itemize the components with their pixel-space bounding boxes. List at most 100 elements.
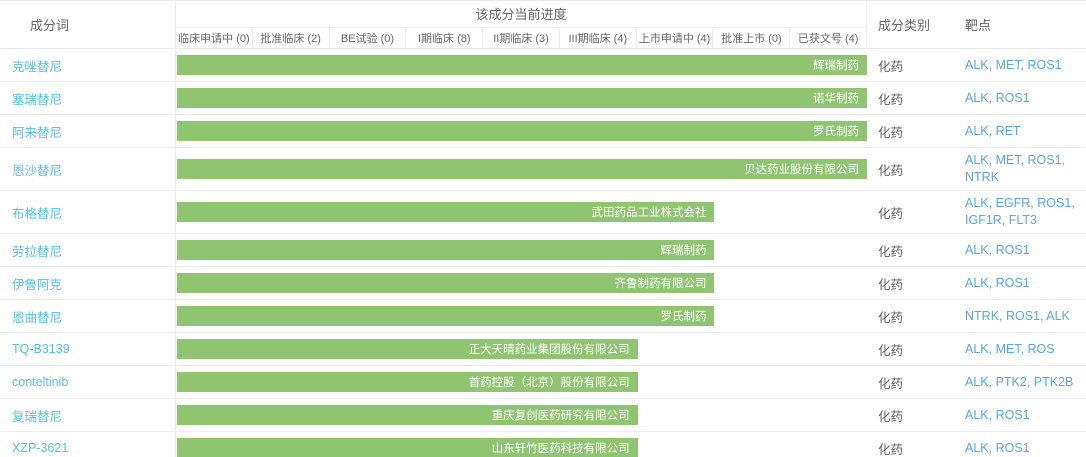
company-label: 武田药品工业株式会社: [591, 207, 707, 219]
progress-cell: 辉瑞制药: [176, 49, 867, 81]
stage-header-cell: 批准上市 (0): [712, 28, 789, 48]
target-cell: ALK, RET: [955, 119, 1086, 144]
progress-cell: 重庆复创医药研究有限公司: [176, 399, 867, 431]
category-cell: 化药: [878, 206, 904, 221]
progress-bar: 首药控股（北京）股份有限公司: [177, 372, 638, 392]
table-row: conteltinib 首药控股（北京）股份有限公司 化药 ALK, PTK2,…: [0, 366, 1086, 399]
stage-header-cell: III期临床 (4): [558, 28, 636, 48]
table-body: 克唑替尼 辉瑞制药 化药 ALK, MET, ROS1 塞瑞替尼 诺华制药 化药…: [0, 49, 1086, 457]
ingredient-cell: 劳拉替尼: [0, 234, 176, 266]
category-cell: 化药: [878, 409, 904, 424]
progress-bar: 罗氏制药: [177, 306, 715, 326]
target-links[interactable]: ALK, EGFR, ROS1, IGF1R, FLT3: [965, 196, 1075, 227]
ingredient-cell: 布格替尼: [0, 191, 176, 233]
target-links[interactable]: ALK, ROS1: [965, 440, 1030, 455]
company-label: 辉瑞制药: [813, 60, 859, 72]
company-label: 正大天晴药业集团股份有限公司: [468, 344, 630, 356]
stage-header-row: 临床申请中 (0) 批准临床 (2) BE试验 (0) I期临床 (8) II期临床 (…: [176, 28, 866, 48]
progress-cell: 罗氏制药: [176, 115, 867, 147]
stage-header-cell: I期临床 (8): [405, 28, 482, 48]
ingredient-link[interactable]: TQ-B3139: [12, 342, 70, 356]
category-cell: 化药: [878, 244, 904, 259]
ingredient-link[interactable]: 布格替尼: [12, 206, 63, 221]
category-cell: 化药: [878, 442, 904, 457]
company-label: 辉瑞制药: [660, 245, 707, 257]
ingredient-link[interactable]: 恩沙替尼: [12, 163, 63, 178]
ingredient-link[interactable]: XZP-3621: [12, 441, 69, 455]
company-label: 山东轩竹医药科技有限公司: [491, 443, 630, 455]
target-links[interactable]: ALK, ROS1: [965, 407, 1030, 422]
col-header-ingredient: 成分词: [0, 1, 176, 48]
table-row: 塞瑞替尼 诺华制药 化药 ALK, ROS1: [0, 82, 1086, 115]
category-cell: 化药: [878, 343, 904, 358]
category-cell: 化药: [878, 59, 904, 74]
progress-cell: 武田药品工业株式会社: [176, 191, 867, 233]
target-cell: NTRK, ROS1, ALK: [955, 304, 1086, 329]
progress-bar: 辉瑞制药: [177, 240, 715, 260]
target-links[interactable]: ALK, ROS1: [965, 275, 1030, 290]
ingredient-link[interactable]: 克唑替尼: [12, 59, 63, 74]
progress-bar: 贝达药业股份有限公司: [177, 159, 867, 179]
progress-bar: 齐鲁制药有限公司: [177, 273, 715, 293]
category-cell: 化药: [878, 376, 904, 391]
ingredient-link[interactable]: 复瑞替尼: [12, 409, 63, 424]
ingredient-link[interactable]: 劳拉替尼: [12, 244, 63, 259]
progress-bar: 山东轩竹医药科技有限公司: [177, 438, 638, 457]
target-links[interactable]: ALK, RET: [965, 123, 1021, 138]
table-row: 布格替尼 武田药品工业株式会社 化药 ALK, EGFR, ROS1, IGF1…: [0, 191, 1086, 234]
target-links[interactable]: NTRK, ROS1, ALK: [965, 308, 1070, 323]
progress-bar: 罗氏制药: [177, 121, 867, 141]
target-links[interactable]: ALK, ROS1: [965, 90, 1030, 105]
stage-header-cell: 临床申请中 (0): [178, 33, 250, 45]
progress-bar: 诺华制药: [177, 88, 867, 108]
ingredient-link[interactable]: 塞瑞替尼: [12, 92, 63, 107]
ingredient-cell: 恩沙替尼: [0, 148, 176, 190]
ingredient-link[interactable]: 伊鲁阿克: [12, 277, 63, 292]
category-cell: 化药: [878, 163, 904, 178]
progress-cell: 山东轩竹医药科技有限公司: [176, 432, 867, 457]
table-header: 成分词 该成分当前进度 临床申请中 (0) 批准临床 (2) BE试验 (0) I期临…: [0, 1, 1086, 49]
ingredient-cell: 伊鲁阿克: [0, 267, 176, 299]
target-links[interactable]: ALK, ROS1: [965, 242, 1030, 257]
target-cell: ALK, EGFR, ROS1, IGF1R, FLT3: [955, 191, 1086, 233]
stage-header-cell: 批准临床 (2): [251, 28, 329, 48]
table-row: TQ-B3139 正大天晴药业集团股份有限公司 化药 ALK, MET, ROS: [0, 333, 1086, 366]
target-links[interactable]: ALK, MET, ROS1, NTRK: [965, 153, 1066, 184]
target-cell: ALK, ROS1: [955, 238, 1086, 263]
target-links[interactable]: ALK, PTK2, PTK2B: [965, 374, 1074, 389]
ingredient-link[interactable]: conteltinib: [12, 375, 69, 389]
target-cell: ALK, ROS1: [955, 86, 1086, 111]
ingredient-cell: 阿来替尼: [0, 115, 176, 147]
col-header-progress-title: 该成分当前进度: [176, 1, 866, 28]
ingredient-link[interactable]: 阿来替尼: [12, 125, 63, 140]
progress-bar: 正大天晴药业集团股份有限公司: [177, 339, 638, 359]
category-cell: 化药: [878, 92, 904, 107]
table-row: 恩曲替尼 罗氏制药 化药 NTRK, ROS1, ALK: [0, 300, 1086, 333]
progress-cell: 齐鲁制药有限公司: [176, 267, 867, 299]
stage-header-cell: 已获文号 (4): [789, 28, 866, 48]
col-header-category: 成分类别: [878, 18, 931, 33]
table-row: 克唑替尼 辉瑞制药 化药 ALK, MET, ROS1: [0, 49, 1086, 82]
target-cell: ALK, MET, ROS: [955, 337, 1086, 362]
category-cell: 化药: [878, 277, 904, 292]
target-cell: ALK, ROS1: [955, 403, 1086, 428]
company-label: 齐鲁制药有限公司: [614, 278, 707, 290]
company-label: 首药控股（北京）股份有限公司: [468, 377, 630, 389]
table-row: 阿来替尼 罗氏制药 化药 ALK, RET: [0, 115, 1086, 148]
target-cell: ALK, PTK2, PTK2B: [955, 370, 1086, 395]
stage-header-cell: BE试验 (0): [328, 28, 406, 48]
progress-bar: 辉瑞制药: [177, 55, 867, 75]
ingredient-link[interactable]: 恩曲替尼: [12, 310, 63, 325]
ingredient-cell: 塞瑞替尼: [0, 82, 176, 114]
stage-header-cell: 上市申请中 (4): [635, 28, 713, 48]
progress-cell: 辉瑞制药: [176, 234, 867, 266]
progress-cell: 正大天晴药业集团股份有限公司: [176, 333, 867, 365]
ingredient-cell: TQ-B3139: [0, 333, 176, 365]
company-label: 重庆复创医药研究有限公司: [491, 410, 630, 422]
ingredient-cell: XZP-3621: [0, 432, 176, 457]
ingredient-cell: 恩曲替尼: [0, 300, 176, 332]
target-links[interactable]: ALK, MET, ROS1: [965, 57, 1062, 72]
col-header-progress-group: 该成分当前进度 临床申请中 (0) 批准临床 (2) BE试验 (0) I期临床 (8…: [176, 1, 867, 48]
target-links[interactable]: ALK, MET, ROS: [965, 341, 1055, 356]
